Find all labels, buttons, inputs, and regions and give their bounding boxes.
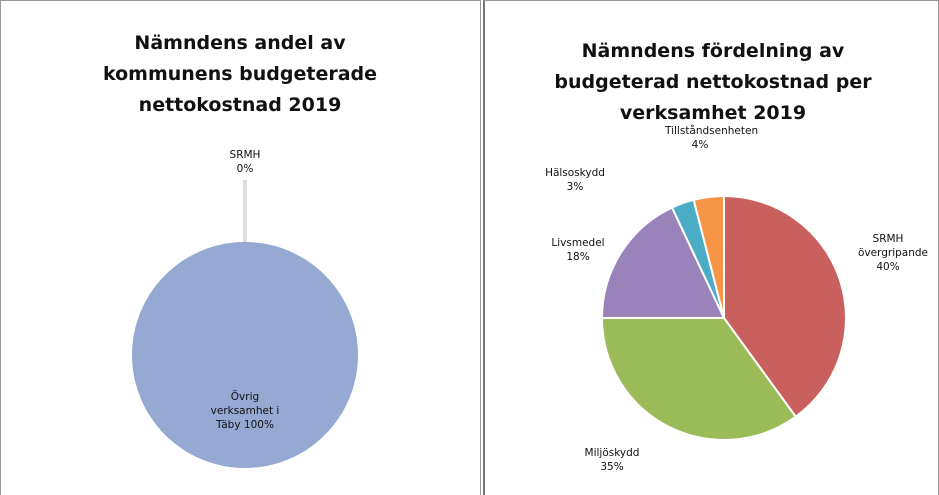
label-text: 100% [243,419,274,431]
data-label: Övrig verksamhet i Täby 100% [205,390,285,432]
panel-left [0,0,481,495]
label-text: Nämndens andel av kommunens budgeterade … [102,32,378,116]
data-label: Tillståndsenheten 4% [665,124,759,152]
label-text: Livsmedel [551,237,605,249]
data-label: Hälsoskydd 3% [545,166,605,194]
pie-slice [600,317,798,441]
data-label: Miljöskydd 35% [577,446,647,474]
data-label: SRMH övergripande 40% [858,232,929,274]
pie-slice [132,242,358,468]
label-text: Nämndens fördelning av budgeterad nettok… [554,40,872,124]
label-text: Miljöskydd [584,447,640,459]
label-text: 4% [691,139,709,151]
label-text: 3% [566,181,584,193]
label-text: Övrig verksamhet i Täby [210,391,280,431]
pie-slice [723,194,847,419]
label-text: 0% [236,163,254,175]
label-text: 18% [566,251,590,263]
chart-title: Nämndens andel av kommunens budgeterade … [95,28,385,121]
label-text: Tillståndsenheten [665,125,759,137]
data-label: Livsmedel 18% [548,236,608,264]
label-text: Hälsoskydd [545,167,605,179]
label-text: 35% [600,461,624,473]
label-text: SRMH [229,149,261,161]
label-text: SRMH övergripande [858,233,929,259]
pie-slice [600,206,726,319]
label-text: 40% [876,261,900,273]
chart-title: Nämndens fördelning av budgeterad nettok… [543,36,883,129]
data-label: SRMH 0% [215,148,275,176]
pie-slice [692,194,725,319]
